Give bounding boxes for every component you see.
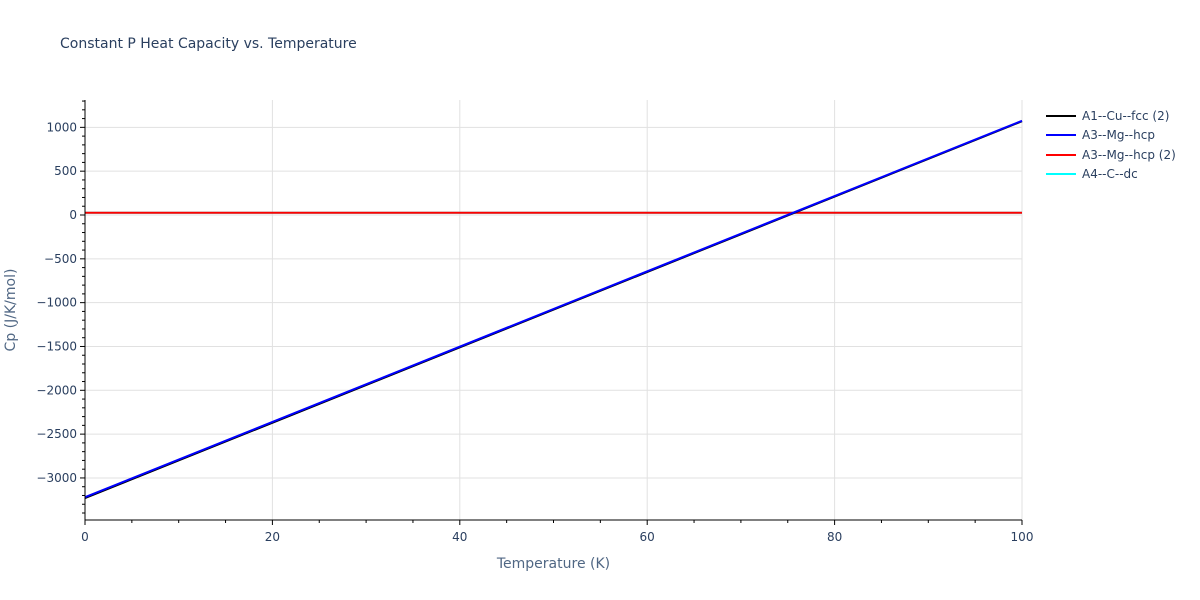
x-tick-label: 100 bbox=[1011, 530, 1034, 544]
legend-item[interactable]: A1--Cu--fcc (2) bbox=[1046, 106, 1176, 126]
legend-swatch-icon bbox=[1046, 153, 1076, 156]
legend-swatch-icon bbox=[1046, 134, 1076, 137]
y-tick-label: 1000 bbox=[46, 120, 77, 134]
x-tick-label: 60 bbox=[640, 530, 655, 544]
legend-swatch-icon bbox=[1046, 114, 1076, 117]
y-tick-label: −3000 bbox=[36, 471, 77, 485]
x-tick-label: 20 bbox=[265, 530, 280, 544]
legend-label: A3--Mg--hcp bbox=[1082, 128, 1155, 143]
y-axis-title: Cp (J/K/mol) bbox=[3, 269, 19, 352]
y-tick-label: −2500 bbox=[36, 427, 77, 441]
legend-item[interactable]: A4--C--dc bbox=[1046, 165, 1176, 185]
y-tick-label: −1000 bbox=[36, 296, 77, 310]
y-tick-label: 0 bbox=[69, 208, 77, 222]
legend-label: A4--C--dc bbox=[1082, 167, 1138, 182]
chart-title: Constant P Heat Capacity vs. Temperature bbox=[60, 36, 357, 52]
legend: A1--Cu--fcc (2) A3--Mg--hcp A3--Mg--hcp (2… bbox=[1046, 106, 1176, 184]
legend-label: A1--Cu--fcc (2) bbox=[1082, 108, 1170, 123]
legend-item[interactable]: A3--Mg--hcp bbox=[1046, 126, 1176, 146]
x-tick-label: 0 bbox=[81, 530, 89, 544]
legend-label: A3--Mg--hcp (2) bbox=[1082, 147, 1176, 162]
y-tick-label: 500 bbox=[54, 164, 77, 178]
y-tick-label: −1500 bbox=[36, 339, 77, 353]
series-line[interactable] bbox=[84, 119, 1023, 499]
x-tick-label: 40 bbox=[452, 530, 467, 544]
legend-swatch-icon bbox=[1046, 173, 1076, 176]
legend-item[interactable]: A3--Mg--hcp (2) bbox=[1046, 145, 1176, 165]
x-axis-title: Temperature (K) bbox=[496, 556, 610, 572]
y-tick-label: −500 bbox=[44, 252, 77, 266]
x-tick-label: 80 bbox=[827, 530, 842, 544]
y-tick-label: −2000 bbox=[36, 383, 77, 397]
